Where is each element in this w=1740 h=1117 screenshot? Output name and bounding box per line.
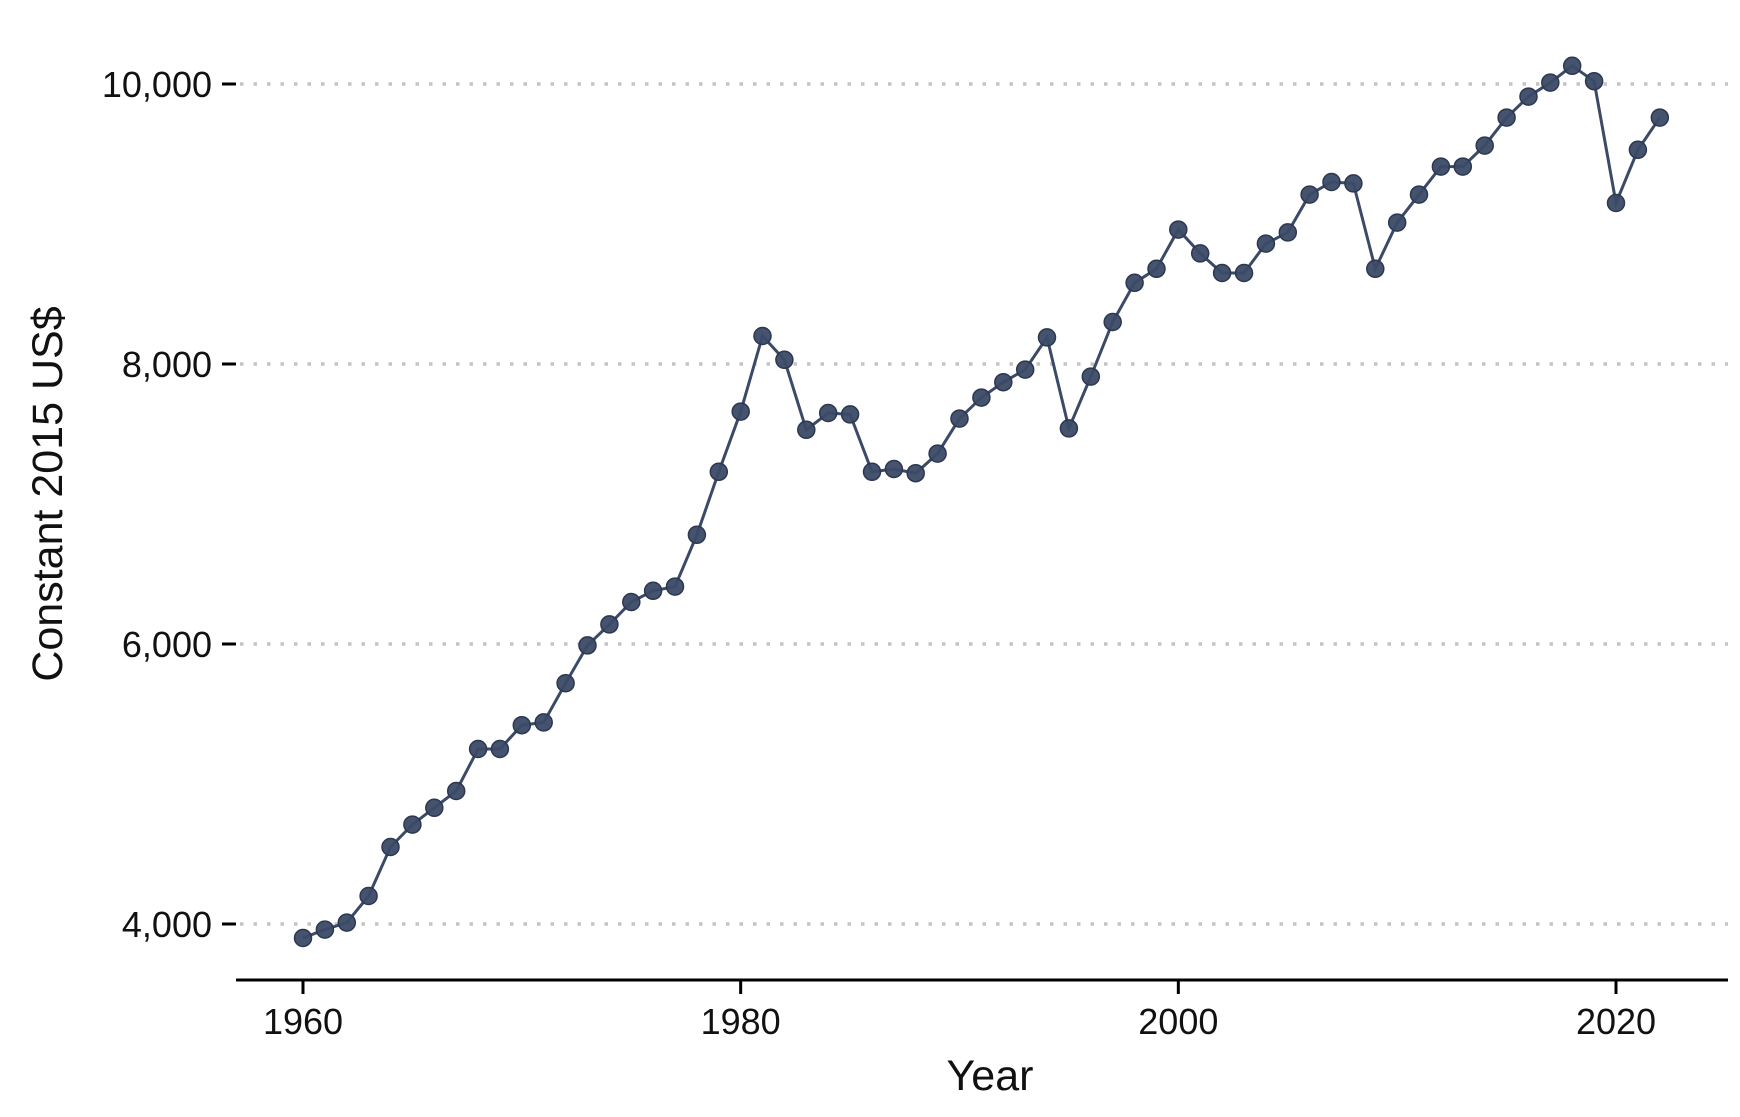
- gridlines: [240, 82, 1728, 926]
- data-point: [1606, 193, 1626, 213]
- x-tick-label: 1980: [701, 1001, 781, 1042]
- y-tick-label: 4,000: [122, 904, 212, 945]
- x-axis: 1960 1980 2000 2020: [236, 978, 1728, 1042]
- data-point: [1059, 419, 1079, 438]
- data-point: [512, 715, 532, 735]
- data-point: [775, 350, 794, 370]
- data-point: [425, 798, 444, 818]
- data-point: [1081, 367, 1101, 386]
- data-point: [1497, 108, 1516, 127]
- data-point: [1256, 234, 1276, 253]
- data-point: [643, 581, 663, 601]
- data-point: [1190, 244, 1210, 263]
- data-point: [1300, 185, 1319, 204]
- data-point: [622, 592, 641, 612]
- data-point: [1037, 328, 1057, 347]
- data-point: [1169, 220, 1188, 239]
- y-tick-label: 6,000: [122, 624, 212, 665]
- data-point: [840, 405, 860, 424]
- y-axis: 4,000 6,000 8,000 10,000: [102, 64, 236, 945]
- data-point: [337, 913, 357, 932]
- data-point: [1584, 71, 1604, 91]
- data-point: [293, 928, 313, 948]
- data-point: [556, 673, 575, 693]
- data-point: [687, 525, 707, 545]
- y-tick-label: 8,000: [122, 344, 212, 385]
- x-axis-title: Year: [947, 1052, 1034, 1100]
- data-point: [1366, 259, 1385, 279]
- data-point: [446, 781, 466, 801]
- data-point: [1650, 108, 1670, 127]
- data-point: [381, 837, 400, 857]
- data-point: [490, 739, 510, 759]
- data-point: [1147, 259, 1166, 279]
- data-point: [1541, 73, 1560, 92]
- data-point: [906, 463, 925, 483]
- data-point: [753, 326, 772, 346]
- data-point: [1322, 172, 1341, 192]
- x-tick-label: 2020: [1576, 1001, 1656, 1042]
- data-point: [818, 403, 838, 423]
- data-point: [468, 739, 488, 759]
- data-point: [1453, 157, 1473, 176]
- data-point: [1409, 185, 1429, 204]
- data-point: [709, 462, 729, 482]
- data-point: [994, 372, 1013, 392]
- data-point: [359, 886, 378, 906]
- data-point: [1431, 157, 1451, 176]
- data-series: [293, 56, 1670, 948]
- y-axis-title: Constant 2015 US$: [24, 306, 72, 681]
- data-point: [1387, 213, 1407, 232]
- data-point: [1125, 273, 1144, 293]
- x-tick-label: 2000: [1138, 1001, 1218, 1042]
- data-points: [293, 56, 1670, 948]
- data-point: [1212, 263, 1232, 283]
- data-point: [1519, 87, 1538, 106]
- series-line: [302, 63, 1662, 940]
- y-tick-label: 10,000: [102, 64, 212, 105]
- data-point: [1475, 136, 1494, 155]
- data-point: [1344, 174, 1363, 193]
- data-point: [315, 920, 335, 939]
- data-point: [862, 462, 882, 482]
- data-point: [1562, 56, 1582, 76]
- data-point: [1278, 223, 1298, 242]
- data-point: [1015, 360, 1035, 379]
- data-point: [600, 615, 619, 634]
- data-point: [797, 420, 816, 440]
- data-point: [731, 402, 750, 421]
- data-point: [884, 459, 904, 479]
- data-point: [1234, 263, 1254, 283]
- data-point: [665, 577, 685, 596]
- data-point: [403, 815, 422, 834]
- x-tick-label: 1960: [263, 1001, 343, 1042]
- data-point: [534, 713, 553, 732]
- data-point: [950, 409, 969, 428]
- data-point: [928, 444, 947, 463]
- data-point: [1628, 140, 1648, 160]
- data-point: [1103, 312, 1122, 332]
- data-point: [578, 636, 597, 655]
- data-point: [972, 388, 991, 407]
